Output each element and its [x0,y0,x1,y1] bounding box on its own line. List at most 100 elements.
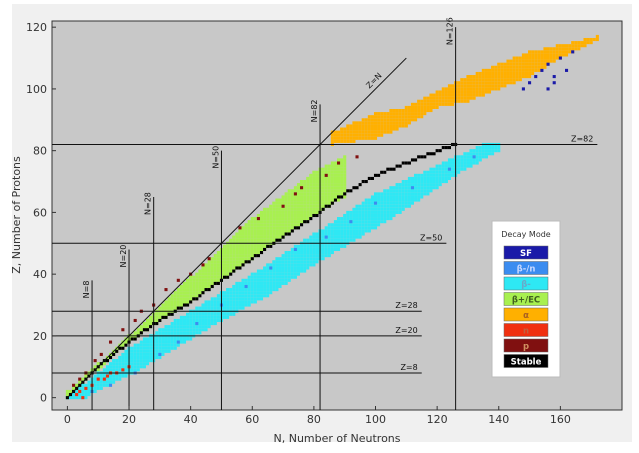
beta-minus-cell [201,303,205,307]
beta-minus-cell [195,306,199,310]
y-tick-label: 60 [33,206,47,219]
alpha-cell [561,53,565,57]
beta-plus-cell [281,232,285,236]
beta-plus-cell [284,204,288,208]
beta-plus-cell [315,207,319,211]
beta-minus-cell [349,210,353,214]
beta-minus-cell [352,229,356,233]
alpha-cell [398,112,402,116]
beta-minus-cell [306,266,310,270]
beta-minus-cell [487,146,492,150]
beta-minus-cell [373,226,378,230]
beta-minus-cell [321,247,325,252]
beta-minus-cell [306,251,310,255]
beta-plus-cell [170,303,174,307]
beta-plus-cell [226,260,230,264]
beta-minus-cell [186,312,190,316]
beta-plus-cell [321,195,325,199]
alpha-cell [377,112,381,116]
beta-plus-cell [247,254,251,258]
beta-plus-cell [330,170,334,174]
alpha-cell [441,96,445,100]
alpha-cell [580,44,584,48]
alpha-cell [451,96,455,100]
beta-minus-cell [278,260,282,264]
alpha-cell [404,105,408,109]
alpha-cell [487,90,492,94]
beta-minus-cell [155,355,159,360]
alpha-cell [373,136,378,140]
beta-minus-cell [287,272,291,276]
beta-plus-cell [284,226,288,230]
alpha-cell [583,41,587,45]
beta-minus-cell [377,207,381,211]
beta-plus-cell [226,263,230,267]
alpha-cell [361,136,365,140]
beta-minus-cell [99,374,103,378]
legend-swatch [503,307,549,322]
alpha-cell [515,62,519,66]
beta-plus-cell [158,306,162,310]
beta-minus-cell [290,260,294,264]
beta-minus-cell [216,306,220,310]
beta-plus-cell [263,213,267,218]
beta-plus-cell [293,204,297,208]
alpha-cell [555,50,559,54]
beta-minus-cell [201,325,205,329]
alpha-cell [595,37,599,42]
alpha-cell [337,133,341,137]
stable-cell [447,146,451,150]
beta-minus-cell [364,220,368,224]
beta-minus-cell [386,217,390,221]
beta-minus-cell [398,204,402,208]
alpha-cell [370,115,374,119]
beta-plus-cell [226,272,230,276]
alpha-cell [352,127,356,131]
beta-plus-cell [337,189,341,193]
beta-minus-cell [158,349,162,353]
beta-minus-cell [380,192,384,196]
beta-minus-cell [346,226,350,230]
beta-minus-cell [417,173,421,177]
beta-plus-cell [293,213,297,218]
proton-emission-cell [164,288,168,292]
stable-cell [373,173,378,177]
beta-minus-cell [309,257,313,261]
beta-plus-cell [161,303,165,307]
alpha-cell [589,41,593,45]
alpha-cell [343,139,347,143]
beta-minus-cell [333,229,337,233]
beta-minus-cell [216,312,220,316]
beta-minus-cell [380,210,384,214]
proton-emission-cell [324,173,328,177]
beta-minus-cell [463,158,467,162]
beta-minus-cell [438,167,442,171]
alpha-cell [537,59,541,63]
beta-minus-cell [333,244,337,248]
alpha-cell [558,44,562,48]
beta-minus-cell [306,244,310,248]
beta-plus-cell [253,223,257,227]
beta-minus-cell [349,226,353,230]
beta-minus-cell [312,254,316,258]
beta-plus-cell [287,201,291,205]
beta-minus-cell [290,266,294,270]
beta-plus-cell [250,223,254,227]
beta-plus-cell [207,260,211,264]
alpha-cell [367,118,371,122]
alpha-cell [583,37,587,42]
beta-plus-cell [216,254,220,258]
beta-plus-cell [176,297,180,301]
beta-minus-cell [321,235,325,239]
alpha-cell [475,90,479,94]
beta-plus-cell [198,278,202,282]
alpha-cell [481,81,485,85]
beta-minus-cell [272,288,276,292]
beta-minus-cell [176,318,180,323]
beta-minus-cell [432,183,436,187]
beta-minus-cell [346,210,350,214]
alpha-cell [343,136,347,140]
beta-plus-cell [312,195,316,199]
alpha-cell [395,124,399,128]
